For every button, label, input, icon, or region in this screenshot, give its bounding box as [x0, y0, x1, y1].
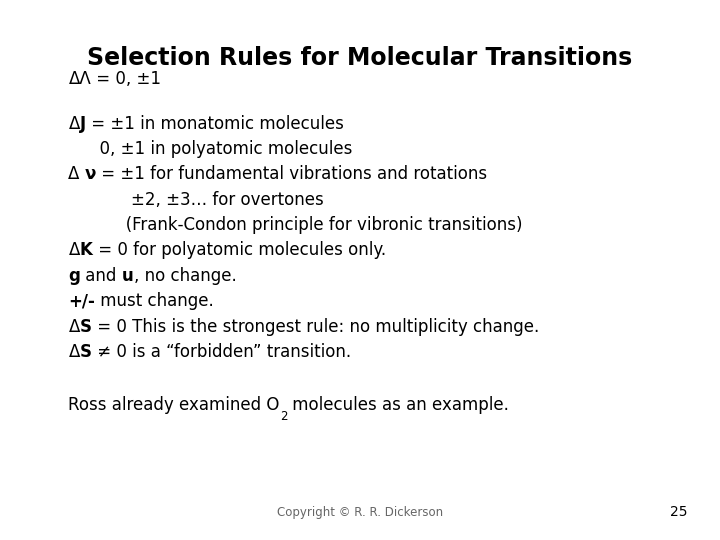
Text: +/-: +/- [68, 292, 95, 310]
Text: Selection Rules for Molecular Transitions: Selection Rules for Molecular Transition… [87, 46, 633, 70]
Text: molecules as an example.: molecules as an example. [287, 396, 509, 414]
Text: J: J [80, 114, 86, 132]
Text: = 0 This is the strongest rule: no multiplicity change.: = 0 This is the strongest rule: no multi… [91, 318, 539, 335]
Text: ν: ν [85, 165, 96, 183]
Text: Copyright © R. R. Dickerson: Copyright © R. R. Dickerson [277, 507, 443, 519]
Text: Δ: Δ [68, 318, 80, 335]
Text: g: g [68, 267, 80, 285]
Text: S: S [80, 318, 91, 335]
Text: must change.: must change. [95, 292, 214, 310]
Text: 0, ±1 in polyatomic molecules: 0, ±1 in polyatomic molecules [68, 140, 353, 158]
Text: ±2, ±3… for overtones: ±2, ±3… for overtones [68, 191, 324, 208]
Text: , no change.: , no change. [134, 267, 236, 285]
Text: ≠ 0 is a “forbidden” transition.: ≠ 0 is a “forbidden” transition. [91, 343, 351, 361]
Text: ΔΛ: ΔΛ [68, 70, 91, 87]
Text: u: u [122, 267, 134, 285]
Text: K: K [80, 241, 93, 259]
Text: (Frank-Condon principle for vibronic transitions): (Frank-Condon principle for vibronic tra… [68, 216, 523, 234]
Text: Ross already examined O: Ross already examined O [68, 396, 280, 414]
Text: Δ: Δ [68, 241, 80, 259]
Text: Δ: Δ [68, 114, 80, 132]
Text: = ±1 in monatomic molecules: = ±1 in monatomic molecules [86, 114, 343, 132]
Text: S: S [80, 343, 91, 361]
Text: = 0, ±1: = 0, ±1 [91, 70, 161, 87]
Text: = ±1 for fundamental vibrations and rotations: = ±1 for fundamental vibrations and rota… [96, 165, 487, 183]
Text: = 0 for polyatomic molecules only.: = 0 for polyatomic molecules only. [93, 241, 386, 259]
Text: Δ: Δ [68, 165, 85, 183]
Text: 2: 2 [280, 410, 287, 423]
Text: and: and [80, 267, 122, 285]
Text: 25: 25 [670, 505, 688, 519]
Text: Δ: Δ [68, 343, 80, 361]
